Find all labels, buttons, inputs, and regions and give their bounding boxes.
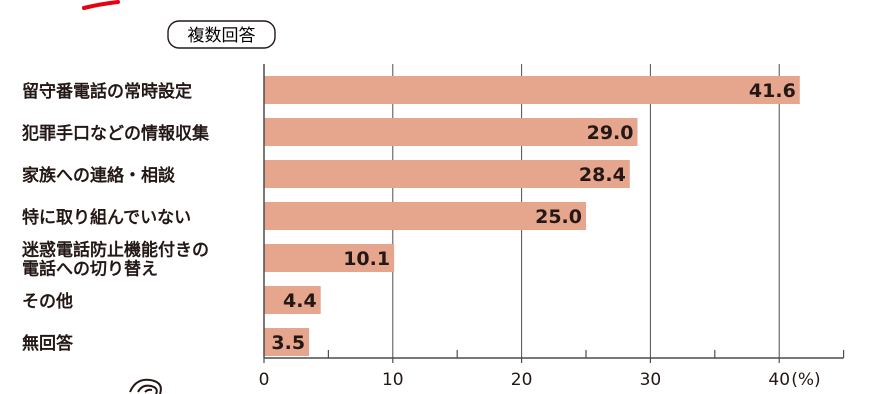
- bar-6: [264, 328, 310, 356]
- bar-5: [264, 286, 321, 314]
- category-label-6: 無回答: [22, 333, 74, 354]
- badge-label: 複数回答: [188, 26, 256, 46]
- multiple-answer-badge: 複数回答: [167, 20, 276, 49]
- bar-value-label-6: 3.5: [271, 332, 305, 354]
- category-labels: 留守番電話の常時設定犯罪手口などの情報収集家族への連絡・相談特に取り組んでいない…: [21, 81, 210, 354]
- tick-label-30: 30: [640, 370, 662, 390]
- category-label-3: 特に取り組んでいない: [22, 207, 191, 228]
- bar-3: [264, 202, 586, 230]
- bar-4: [264, 244, 395, 272]
- bar-value-label-0: 41.6: [749, 80, 796, 102]
- category-label-2: 家族への連絡・相談: [22, 165, 176, 186]
- tick-label-20: 20: [511, 370, 533, 390]
- category-label-4-line-0: 迷惑電話防止機能付きの: [21, 240, 209, 261]
- tick-label-40: 40: [768, 370, 790, 390]
- bar-0: [264, 76, 800, 104]
- category-label-5: その他: [22, 291, 73, 312]
- x-axis: 0 10 20 30 40 (%): [259, 64, 845, 390]
- decorative-swirl-icon: [129, 378, 162, 394]
- category-label-1: 犯罪手口などの情報収集: [21, 123, 210, 144]
- bar-value-label-1: 29.0: [587, 122, 634, 144]
- category-label-4-line-1: 電話への切り替え: [22, 259, 158, 280]
- tick-label-10: 10: [382, 370, 404, 390]
- bars: 41.6 29.0 28.4 25.0 10.1 4.4 3.5: [264, 76, 800, 356]
- header-accent-stroke: [82, 0, 120, 10]
- x-axis-unit-label: (%): [791, 370, 820, 390]
- bar-1: [264, 118, 638, 146]
- tick-label-0: 0: [259, 370, 270, 390]
- bar-2: [264, 160, 630, 188]
- bar-value-label-5: 4.4: [283, 290, 317, 312]
- bar-value-label-3: 25.0: [535, 206, 582, 228]
- bar-value-label-2: 28.4: [579, 164, 626, 186]
- bar-value-label-4: 10.1: [343, 248, 390, 270]
- category-label-0: 留守番電話の常時設定: [22, 81, 192, 102]
